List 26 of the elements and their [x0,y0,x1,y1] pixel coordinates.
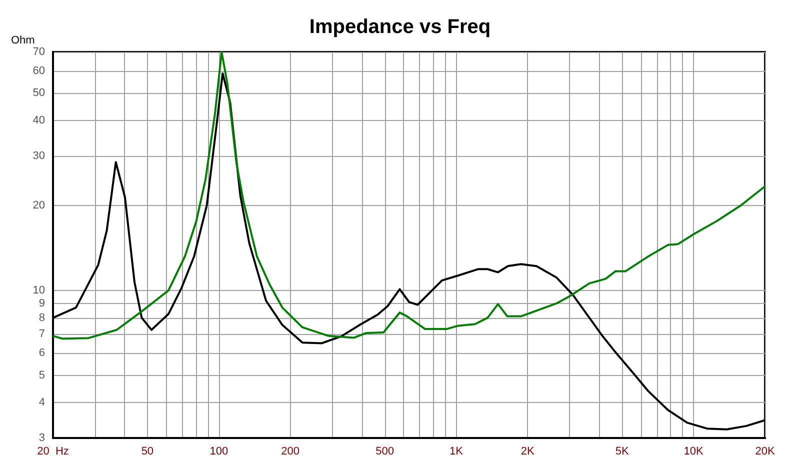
y-tick-label: 5 [38,369,45,382]
y-tick-label: 3 [38,432,45,444]
x-tick-label: 200 [281,446,300,458]
y-tick-label: 40 [32,114,45,127]
x-tick-label: 10K [684,446,704,458]
y-tick-label: 70 [32,46,45,58]
y-tick-label: 10 [32,284,45,296]
x-tick-label: 1K [449,446,464,458]
x-tick-label: 2K [520,446,536,458]
x-tick-label: 50 [141,446,154,458]
y-tick-label: 4 [38,396,45,409]
y-tick-label: 30 [32,150,45,162]
x-tick-label: 5K [615,446,630,458]
y-tick-label: 50 [32,87,45,100]
y-tick-label: 9 [38,297,45,310]
x-tick-label: 20K [755,446,776,458]
y-tick-label: 60 [32,64,45,77]
x-tick-label: 500 [376,446,394,458]
y-axis-title: Ohm [11,34,35,46]
x-tick-label: 20 Hz [37,446,69,458]
x-tick-label: 100 [210,446,228,458]
y-tick-label: 20 [32,200,45,212]
y-tick-label: 6 [38,347,45,360]
y-tick-label: 8 [38,312,45,324]
chart-title: Impedance vs Freq [309,16,491,38]
y-tick-label: 7 [38,328,45,340]
